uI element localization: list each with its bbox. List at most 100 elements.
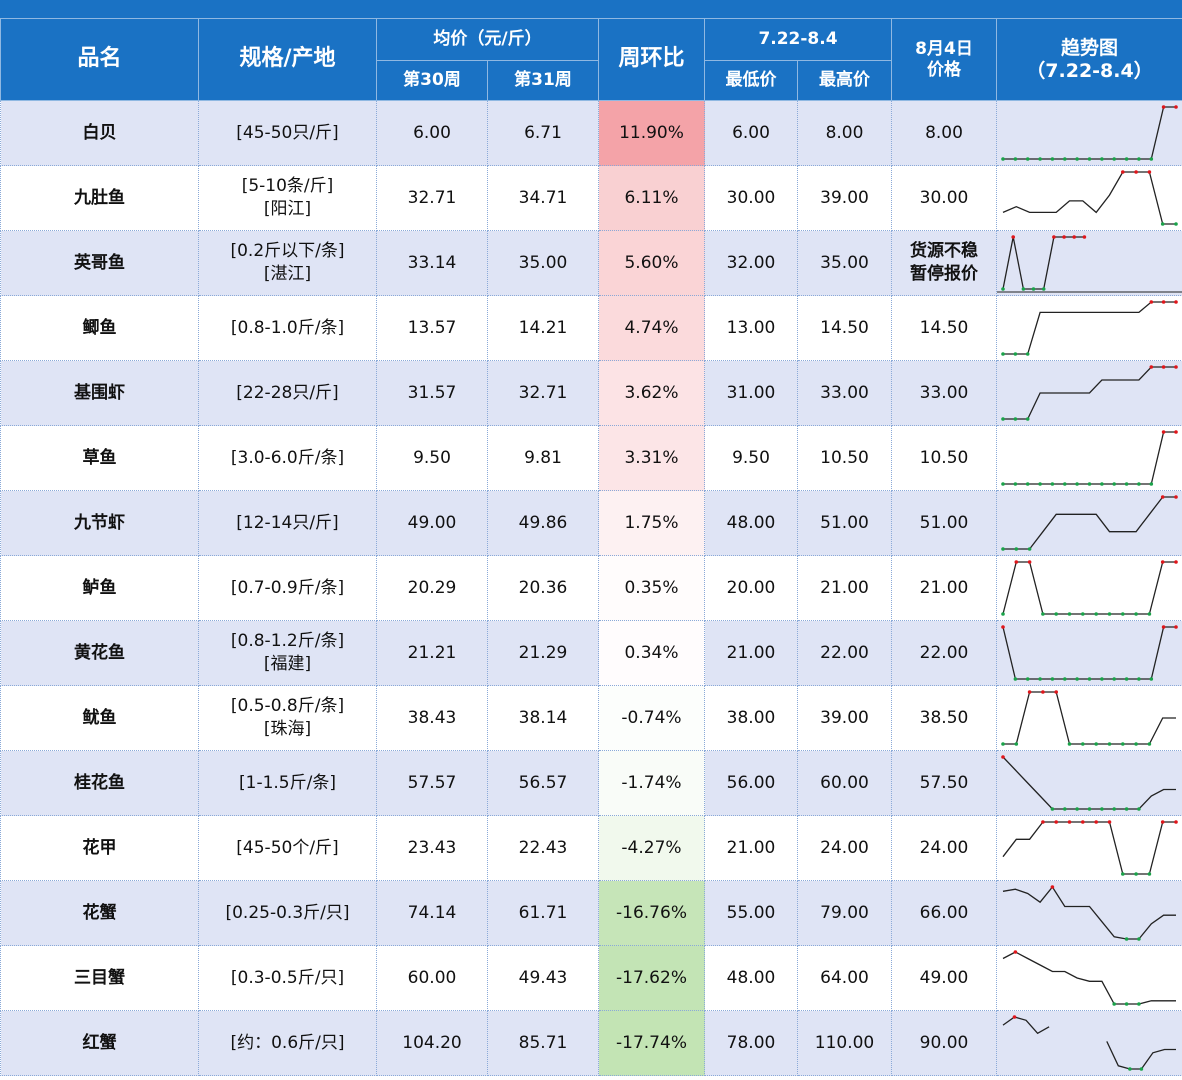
item-name: 英哥鱼: [0, 230, 199, 296]
item-spec-line1: [约：0.6斤/只]: [230, 1032, 345, 1053]
item-spec-line1: [5-10条/斤]: [241, 176, 334, 197]
sparkline-low-point: [1124, 482, 1129, 486]
sparkline-high-point: [1161, 430, 1166, 434]
sparkline-line: [1002, 951, 1176, 1005]
sparkline-line: [1003, 106, 1176, 160]
avg-week31: 49.86: [487, 490, 599, 556]
sparkline-high-point: [1174, 560, 1178, 564]
sparkline-low-point: [1001, 287, 1005, 291]
item-spec: [1-1.5斤/条]: [198, 750, 377, 816]
sparkline-line: [1106, 1041, 1176, 1070]
week-over-week: 3.62%: [598, 360, 705, 426]
sparkline-line: [1003, 366, 1176, 420]
sparkline-high-point: [1072, 235, 1076, 239]
trend-sparkline: [996, 1010, 1182, 1076]
sparkline-high-point: [1001, 755, 1005, 759]
item-name: 鲈鱼: [0, 555, 199, 621]
sparkline-low-point: [1124, 937, 1129, 941]
table-row: 花甲 [45-50个/斤] 23.43 22.43 -4.27% 21.00 24.00 24…: [0, 815, 1182, 881]
header-week31: 第31周: [487, 60, 599, 101]
item-spec-line1: [1-1.5斤/条]: [239, 772, 336, 793]
sparkline-high-point: [1062, 235, 1066, 239]
item-spec-line1: [22-28只/斤]: [236, 382, 339, 403]
sparkline-low-point: [1147, 742, 1152, 746]
trend-sparkline: [996, 880, 1182, 946]
sparkline-svg: [1001, 300, 1178, 356]
sparkline-low-point: [1121, 872, 1125, 876]
aug4-price: 90.00: [891, 1010, 997, 1076]
sparkline-low-point: [1001, 742, 1005, 746]
week-over-week: -17.62%: [598, 945, 705, 1011]
sparkline-high-point: [1174, 625, 1178, 629]
aug4-price: 10.50: [891, 425, 997, 491]
sparkline-low-point: [1001, 547, 1005, 551]
aug4-price: 14.50: [891, 295, 997, 361]
sparkline-low-point: [1014, 742, 1019, 746]
max-price: 22.00: [797, 620, 892, 686]
week-over-week: 3.31%: [598, 425, 705, 491]
sparkline-low-point: [1063, 482, 1067, 486]
sparkline-high-point: [1121, 170, 1125, 174]
table-row: 鲫鱼 [0.8-1.0斤/条] 13.57 14.21 4.74% 13.00 14.50 1…: [0, 295, 1182, 361]
max-price: 79.00: [797, 880, 892, 946]
sparkline-svg: [997, 235, 1182, 293]
sparkline-high-point: [1027, 560, 1032, 564]
aug4-price: 51.00: [891, 490, 997, 556]
header-trend: 趋势图 （7.22-8.4）: [996, 18, 1182, 101]
min-price: 56.00: [704, 750, 798, 816]
sparkline-low-point: [1050, 157, 1055, 161]
sparkline-low-point: [1087, 157, 1092, 161]
trend-sparkline: [996, 295, 1182, 361]
avg-week30: 38.43: [376, 685, 488, 751]
table-body: 白贝 [45-50只/斤] 6.00 6.71 11.90% 6.00 8.00 8.00 九肚…: [0, 100, 1182, 1076]
aug4-price: 24.00: [891, 815, 997, 881]
sparkline-high-point: [1054, 820, 1058, 824]
sparkline-high-point: [1011, 235, 1015, 239]
max-price: 39.00: [797, 685, 892, 751]
sparkline-low-point: [1038, 677, 1042, 681]
sparkline-high-point: [1054, 690, 1058, 694]
item-spec: [0.2斤以下/条] [湛江]: [198, 230, 377, 296]
avg-week31: 9.81: [487, 425, 599, 491]
item-spec: [45-50个/斤]: [198, 815, 377, 881]
trend-sparkline: [996, 815, 1182, 881]
aug4-price: 38.50: [891, 685, 997, 751]
sparkline-line: [1002, 885, 1176, 940]
item-spec-line1: [0.25-0.3斤/只]: [225, 902, 350, 923]
item-spec: [0.8-1.0斤/条]: [198, 295, 377, 361]
sparkline-high-point: [1149, 365, 1154, 369]
sparkline-low-point: [1124, 677, 1129, 681]
sparkline-low-point: [1147, 872, 1152, 876]
item-spec-line1: [45-50个/斤]: [236, 837, 339, 858]
sparkline-high-point: [1082, 235, 1087, 239]
sparkline-low-point: [1041, 612, 1045, 616]
sparkline-high-point: [1041, 690, 1045, 694]
item-spec: [3.0-6.0斤/条]: [198, 425, 377, 491]
sparkline-high-point: [1081, 820, 1085, 824]
sparkline-low-point: [1025, 482, 1030, 486]
sparkline-svg: [1002, 820, 1178, 876]
sparkline-low-point: [1067, 742, 1072, 746]
sparkline-low-point: [1174, 222, 1178, 226]
sparkline-svg: [1001, 365, 1178, 421]
week-over-week: 6.11%: [598, 165, 705, 231]
table-row: 九肚鱼 [5-10条/斤] [阳江] 32.71 34.71 6.11% 30.00 39.0…: [0, 165, 1182, 231]
sparkline-low-point: [1112, 807, 1116, 811]
aug4-price: 57.50: [891, 750, 997, 816]
sparkline-high-point: [1174, 495, 1178, 499]
sparkline-high-point: [1160, 820, 1165, 824]
trend-sparkline: [996, 685, 1182, 751]
avg-week30: 6.00: [376, 100, 488, 166]
sparkline-line: [1003, 301, 1176, 355]
sparkline-svg: [1001, 105, 1178, 161]
week-over-week: -16.76%: [598, 880, 705, 946]
table-row: 鱿鱼 [0.5-0.8斤/条] [珠海] 38.43 38.14 -0.74% 38.00 3…: [0, 685, 1182, 751]
header-week30: 第30周: [376, 60, 488, 101]
sparkline-low-point: [1014, 547, 1019, 551]
table-row: 红蟹 [约：0.6斤/只] 104.20 85.71 -17.74% 78.00 110.0…: [0, 1010, 1182, 1076]
avg-week31: 35.00: [487, 230, 599, 296]
table-row: 三目蟹 [0.3-0.5斤/只] 60.00 49.43 -17.62% 48.00 64.…: [0, 945, 1182, 1011]
week-over-week: 4.74%: [598, 295, 705, 361]
item-spec-line1: [3.0-6.0斤/条]: [230, 447, 345, 468]
